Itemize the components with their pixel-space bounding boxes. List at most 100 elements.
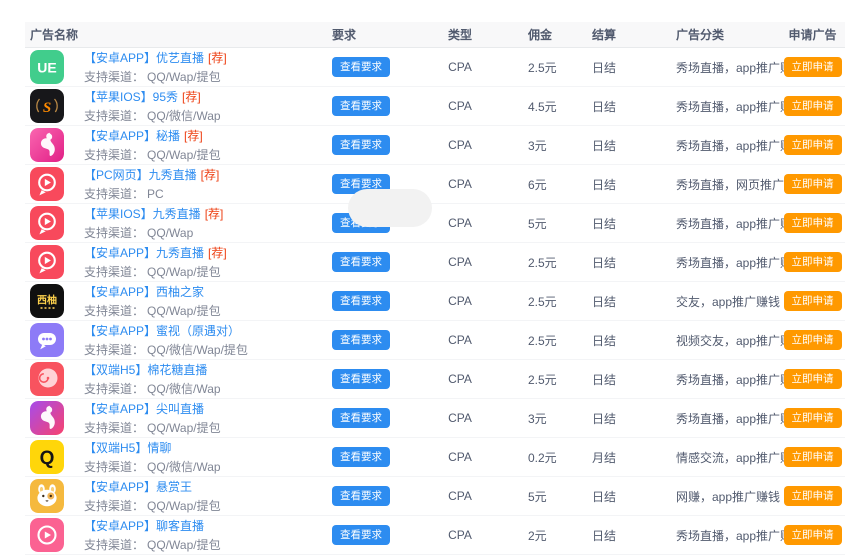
channels-prefix-label: 支持渠道：: [84, 147, 145, 162]
table-row: 【安卓APP】九秀直播 [荐] 支持渠道： QQ/Wap/提包 查看要求 CPA 2…: [25, 243, 845, 282]
svg-text:西柚: 西柚: [37, 294, 57, 307]
app-icon-play-chat-bubble: [30, 167, 64, 201]
commission: 2元: [528, 528, 547, 543]
view-requirements-button[interactable]: 查看要求: [332, 290, 390, 312]
ad-name-link[interactable]: 【安卓APP】秘播: [84, 128, 181, 143]
table-row: 【双端H5】棉花糖直播 支持渠道： QQ/微信/Wap 查看要求 CPA 2.5元…: [25, 360, 845, 399]
ad-category: 秀场直播，app推广赚钱: [676, 372, 805, 387]
channels-value: QQ/微信/Wap: [147, 459, 221, 474]
app-icon-girl-silhouette-2: [30, 401, 64, 435]
column-header-settlement: 结算: [592, 27, 617, 42]
view-requirements-button[interactable]: 查看要求: [332, 446, 390, 468]
channels-prefix-label: 支持渠道：: [84, 264, 145, 279]
app-icon-play-chat-bubble: [30, 206, 64, 240]
table-row: 【安卓APP】尖叫直播 支持渠道： QQ/Wap/提包 查看要求 CPA 3元 日…: [25, 399, 845, 438]
ad-type: CPA: [448, 411, 472, 425]
apply-now-button[interactable]: 立即申请: [783, 134, 842, 156]
apply-now-button[interactable]: 立即申请: [783, 251, 842, 273]
view-requirements-button[interactable]: 查看要求: [332, 251, 390, 273]
commission: 2.5元: [528, 372, 557, 387]
app-icon-play-circle: [30, 518, 64, 552]
table-row: S 【苹果IOS】95秀 [荐] 支持渠道： QQ/微信/Wap 查看要求 CPA …: [25, 87, 845, 126]
channels-prefix-label: 支持渠道：: [84, 303, 145, 318]
supported-channels: 支持渠道： QQ/Wap/提包: [84, 70, 227, 84]
view-requirements-button[interactable]: 查看要求: [332, 524, 390, 546]
ad-category: 秀场直播，app推广赚钱: [676, 138, 805, 153]
channels-value: QQ/Wap/提包: [147, 69, 221, 84]
ad-category: 秀场直播，app推广赚钱: [676, 255, 805, 270]
view-requirements-button[interactable]: 查看要求: [332, 368, 390, 390]
column-header-category: 广告分类: [676, 27, 725, 42]
table-row: 【安卓APP】蜜视（原遇对） 支持渠道： QQ/微信/Wap/提包 查看要求 CP…: [25, 321, 845, 360]
apply-now-button[interactable]: 立即申请: [783, 446, 842, 468]
settlement: 日结: [592, 177, 617, 192]
supported-channels: 支持渠道： QQ/微信/Wap: [84, 382, 221, 396]
svg-text:UE: UE: [37, 60, 56, 76]
apply-now-button[interactable]: 立即申请: [783, 329, 842, 351]
channels-value: QQ/微信/Wap: [147, 108, 221, 123]
ad-name-link[interactable]: 【安卓APP】尖叫直播: [84, 401, 205, 416]
supported-channels: 支持渠道： QQ/Wap/提包: [84, 265, 227, 279]
ad-name-link[interactable]: 【安卓APP】优艺直播: [84, 50, 205, 65]
column-header-requirements: 要求: [332, 27, 357, 42]
ad-name-link[interactable]: 【安卓APP】蜜视（原遇对）: [84, 323, 241, 338]
apply-now-button[interactable]: 立即申请: [783, 485, 842, 507]
ad-name-link[interactable]: 【PC网页】九秀直播: [84, 167, 197, 182]
table-row: 【苹果IOS】九秀直播[荐] 支持渠道：QQ/Wap 查看要求 CPA 5元 日…: [25, 204, 845, 243]
ad-name-link[interactable]: 【安卓APP】聊客直播: [84, 518, 205, 533]
channels-prefix-label: 支持渠道：: [84, 459, 145, 474]
channels-prefix-label: 支持渠道：: [84, 420, 145, 435]
ad-type: CPA: [448, 528, 472, 542]
supported-channels: 支持渠道： PC: [84, 187, 219, 201]
ad-type: CPA: [448, 216, 472, 230]
supported-channels: 支持渠道： QQ/Wap/提包: [84, 538, 221, 552]
app-icon-hamster-face: [30, 479, 64, 513]
column-header-apply: 申请广告: [788, 27, 837, 42]
recommended-tag: [荐]: [204, 206, 224, 221]
supported-channels: 支持渠道： QQ/Wap: [84, 226, 223, 240]
apply-now-button[interactable]: 立即申请: [783, 407, 842, 429]
ad-name-link[interactable]: 【双端H5】棉花糖直播: [84, 362, 208, 377]
apply-now-button[interactable]: 立即申请: [783, 368, 842, 390]
ad-type: CPA: [448, 255, 472, 269]
view-requirements-button[interactable]: 查看要求: [332, 407, 390, 429]
commission: 2.5元: [528, 255, 557, 270]
supported-channels: 支持渠道： QQ/Wap/提包: [84, 499, 221, 513]
apply-now-button[interactable]: 立即申请: [783, 290, 842, 312]
ad-name-link[interactable]: 【苹果IOS】九秀直播: [84, 206, 201, 221]
ad-name-link[interactable]: 【苹果IOS】95秀: [84, 89, 179, 104]
view-requirements-button[interactable]: 查看要求: [332, 95, 390, 117]
ad-category: 秀场直播，app推广赚钱: [676, 528, 805, 543]
commission: 4.5元: [528, 99, 557, 114]
view-requirements-button[interactable]: 查看要求: [332, 329, 390, 351]
ad-type: CPA: [448, 99, 472, 113]
ad-name-link[interactable]: 【安卓APP】悬赏王: [84, 479, 193, 494]
settlement: 日结: [592, 216, 617, 231]
settlement: 日结: [592, 99, 617, 114]
channels-value: QQ/微信/Wap: [147, 381, 221, 396]
apply-now-button[interactable]: 立即申请: [783, 212, 842, 234]
apply-now-button[interactable]: 立即申请: [783, 524, 842, 546]
ad-offers-table: 广告名称 要求 类型 佣金 结算 广告分类 申请广告 UE 【安卓APP】优艺直…: [25, 22, 845, 555]
recommended-tag: [荐]: [184, 128, 203, 143]
channels-value: QQ/Wap/提包: [147, 537, 221, 552]
view-requirements-button[interactable]: 查看要求: [332, 56, 390, 78]
view-requirements-button[interactable]: 查看要求: [332, 485, 390, 507]
settlement: 日结: [592, 372, 617, 387]
ad-name-link[interactable]: 【双端H5】情聊: [84, 440, 172, 455]
view-requirements-button[interactable]: 查看要求: [332, 134, 390, 156]
commission: 2.5元: [528, 333, 557, 348]
settlement: 日结: [592, 138, 617, 153]
ad-category: 秀场直播，网页推广赚钱: [676, 177, 809, 192]
commission: 3元: [528, 411, 547, 426]
ad-category: 视频交友，app推广赚钱: [676, 333, 805, 348]
ad-name-link[interactable]: 【安卓APP】九秀直播: [84, 245, 205, 260]
apply-now-button[interactable]: 立即申请: [783, 56, 842, 78]
settlement: 日结: [592, 294, 617, 309]
apply-now-button[interactable]: 立即申请: [783, 95, 842, 117]
apply-now-button[interactable]: 立即申请: [783, 173, 842, 195]
settlement: 日结: [592, 528, 617, 543]
channels-value: QQ/Wap/提包: [147, 420, 221, 435]
svg-text:S: S: [43, 100, 51, 116]
ad-name-link[interactable]: 【安卓APP】西柚之家: [84, 284, 205, 299]
